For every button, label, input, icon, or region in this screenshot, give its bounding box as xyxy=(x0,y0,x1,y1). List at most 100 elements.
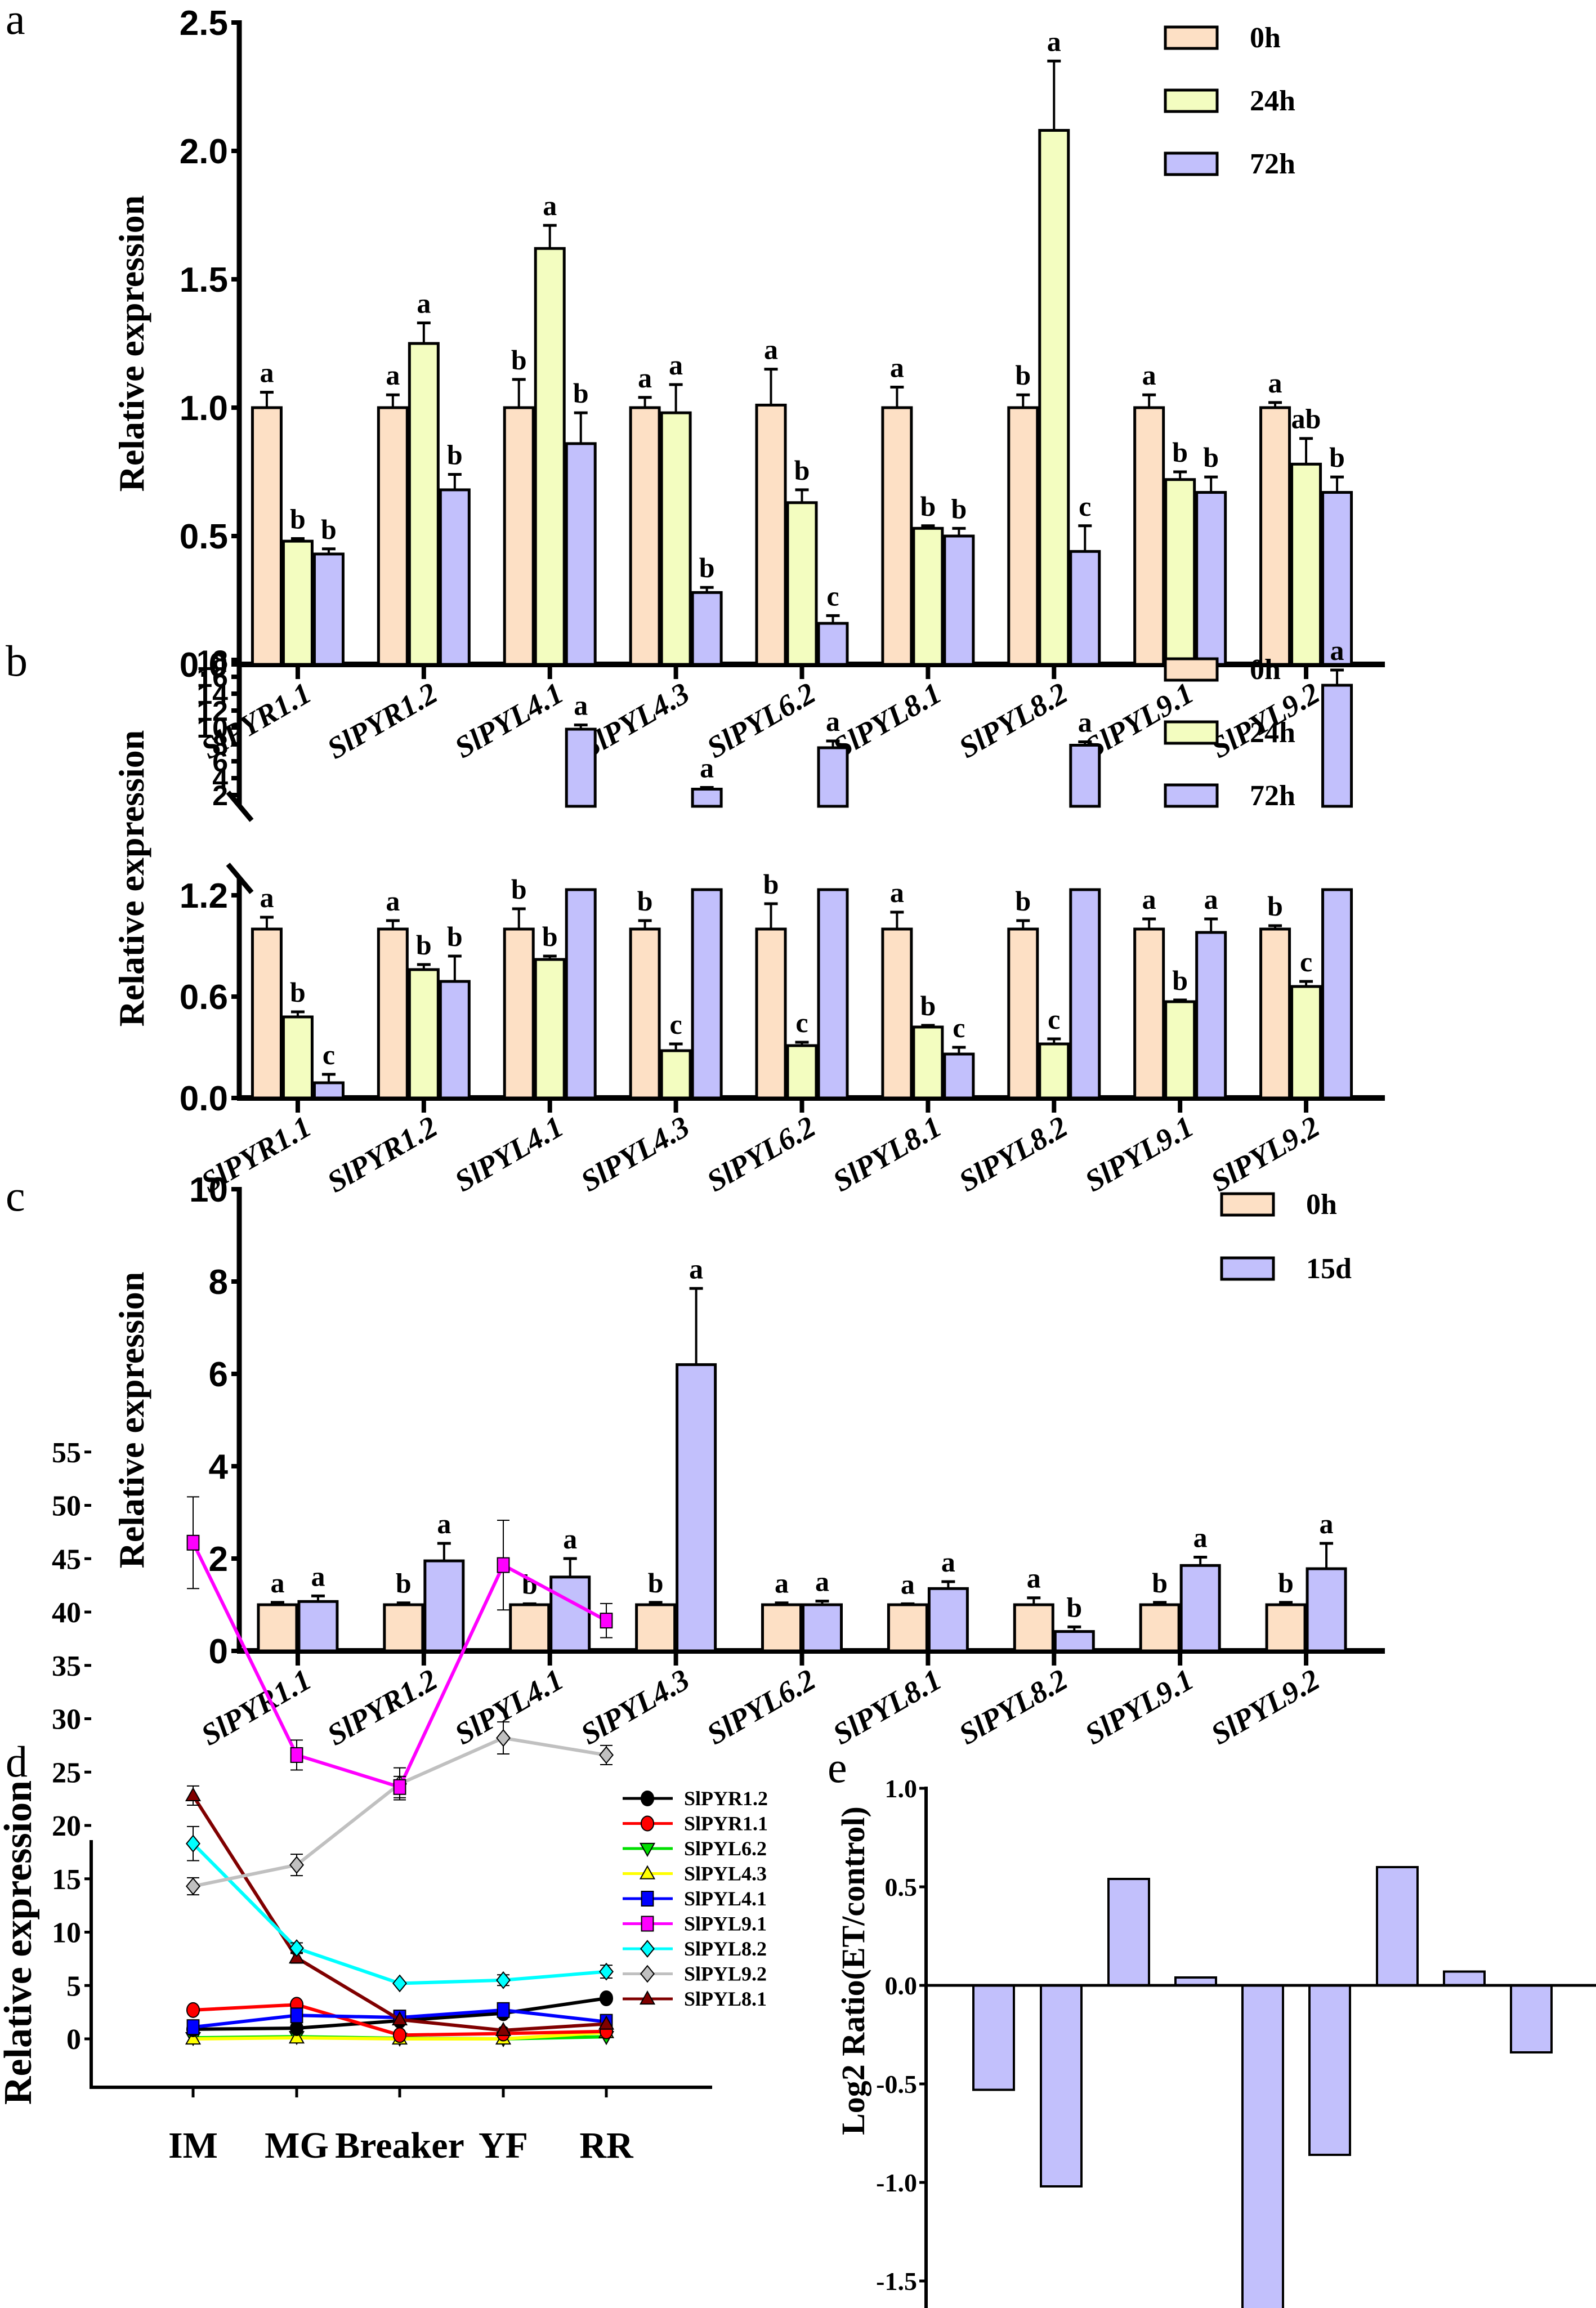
significance-letter: a xyxy=(386,885,400,917)
data-point xyxy=(599,1990,614,2006)
panel-letter: e xyxy=(828,1743,847,1792)
data-point xyxy=(497,2002,510,2018)
legend-label: 72h xyxy=(1250,148,1295,180)
bar-72h xyxy=(439,980,471,1100)
bar-24h xyxy=(786,501,818,666)
data-point xyxy=(496,1729,511,1747)
significance-letter: b xyxy=(1278,1567,1294,1599)
significance-letter: a xyxy=(638,362,652,394)
bar-24h xyxy=(408,968,440,1100)
legend-swatch-24h xyxy=(1164,720,1219,745)
bar-0h xyxy=(1259,406,1291,666)
y-tick-label: 1.0 xyxy=(180,389,228,428)
significance-letter: b xyxy=(794,454,810,486)
significance-letter: b xyxy=(648,1567,664,1599)
significance-letter: c xyxy=(323,1039,335,1070)
bar-15d xyxy=(1179,1564,1221,1653)
x-tick-label: SlPYL4.1 xyxy=(449,676,569,765)
y-tick-label: 8 xyxy=(212,729,228,761)
series-SlPYL8.2 xyxy=(186,1825,614,1993)
data-point xyxy=(186,2019,200,2035)
bar xyxy=(1510,1984,1553,2053)
x-tick-label: SlPYL6.2 xyxy=(701,1662,821,1751)
legend-swatch-0h xyxy=(1164,25,1219,50)
bar-24h xyxy=(534,958,566,1100)
bar-0h xyxy=(503,927,535,1100)
bar-24h xyxy=(1038,129,1070,666)
bar-15d xyxy=(549,1575,591,1653)
y-tick-label: 10 xyxy=(189,1171,228,1209)
legend-label: 0h xyxy=(1250,654,1281,686)
x-tick-label: SlPYL9.1 xyxy=(1079,1662,1199,1751)
significance-letter: a xyxy=(574,690,588,721)
significance-letter: c xyxy=(1300,946,1312,977)
y-tick-label: 40 xyxy=(52,1597,81,1629)
legend-label: SlPYL4.1 xyxy=(684,1887,767,1910)
bar-72h-upper xyxy=(1321,684,1353,808)
significance-letter: b xyxy=(763,868,779,900)
significance-letter: b xyxy=(321,514,337,545)
significance-letter: b xyxy=(447,921,463,952)
x-tick-label: Breaker xyxy=(335,2125,464,2166)
bar-72h xyxy=(312,1081,345,1100)
y-axis-label: Relative expression xyxy=(111,195,151,492)
x-tick-label: SlPYL9.2 xyxy=(1205,1662,1325,1751)
bar-24h xyxy=(912,1025,944,1100)
significance-letter: a xyxy=(890,352,904,383)
x-tick-label: SlPYL8.2 xyxy=(953,1109,1073,1198)
y-tick-label: 4 xyxy=(212,763,228,794)
bar-24h xyxy=(281,539,314,666)
bar-0h xyxy=(887,1603,928,1653)
legend-swatch-0h xyxy=(1220,1192,1275,1217)
significance-letter: b xyxy=(699,552,715,583)
data-point xyxy=(599,1962,614,1981)
bar-15d xyxy=(297,1600,339,1653)
bar-24h xyxy=(660,411,692,666)
legend-marker-SlPYL6.2 xyxy=(639,1842,656,1858)
legend-swatch-15d xyxy=(1220,1256,1275,1281)
significance-letter: a xyxy=(260,357,274,389)
significance-letter: a xyxy=(311,1560,325,1592)
bar xyxy=(1376,1866,1419,1986)
data-point xyxy=(185,1787,202,1802)
legend-marker-SlPYL9.2 xyxy=(640,1965,655,1983)
y-tick-label: 2 xyxy=(212,780,228,811)
legend-label: SlPYL8.2 xyxy=(684,1938,767,1960)
y-tick-label: 0 xyxy=(209,1632,228,1671)
bar-72h-upper xyxy=(565,727,597,808)
significance-letter: b xyxy=(542,921,558,952)
bar-72h xyxy=(691,591,723,666)
y-tick-label: 2.0 xyxy=(180,132,228,171)
bar xyxy=(1308,1984,1351,2156)
y-tick-label: 25 xyxy=(52,1757,81,1789)
significance-letter: b xyxy=(1172,965,1188,996)
significance-letter: b xyxy=(396,1568,412,1599)
series-line xyxy=(191,1842,607,1985)
significance-letter: a xyxy=(1027,1563,1041,1594)
significance-letter: b xyxy=(920,490,936,522)
legend-label: 15d xyxy=(1306,1253,1352,1285)
significance-letter: a xyxy=(437,1508,451,1539)
x-tick-label: SlPYR1.1 xyxy=(195,1662,317,1752)
significance-letter: a xyxy=(1193,1522,1208,1553)
data-point xyxy=(186,1877,200,1895)
significance-letter: a xyxy=(260,882,274,913)
bar-24h xyxy=(1290,985,1322,1100)
y-tick-label: 50 xyxy=(52,1490,81,1523)
significance-letter: c xyxy=(795,1007,808,1038)
data-point xyxy=(289,1856,304,1874)
bar-72h-lower xyxy=(1069,888,1101,1100)
significance-letter: b xyxy=(573,377,589,409)
y-tick-label: 0.0 xyxy=(180,1079,228,1118)
data-point xyxy=(391,2011,408,2025)
significance-letter: b xyxy=(1329,441,1345,473)
bar-0h xyxy=(635,1603,677,1653)
y-tick-label: 55 xyxy=(52,1437,81,1469)
data-point xyxy=(495,2021,512,2036)
significance-letter: a xyxy=(1320,1508,1334,1539)
y-tick-label: 0 xyxy=(66,2024,81,2056)
bar xyxy=(972,1984,1015,2091)
legend-label: 72h xyxy=(1250,780,1295,812)
significance-letter: a xyxy=(563,1523,577,1555)
bar-0h xyxy=(1139,1603,1181,1653)
